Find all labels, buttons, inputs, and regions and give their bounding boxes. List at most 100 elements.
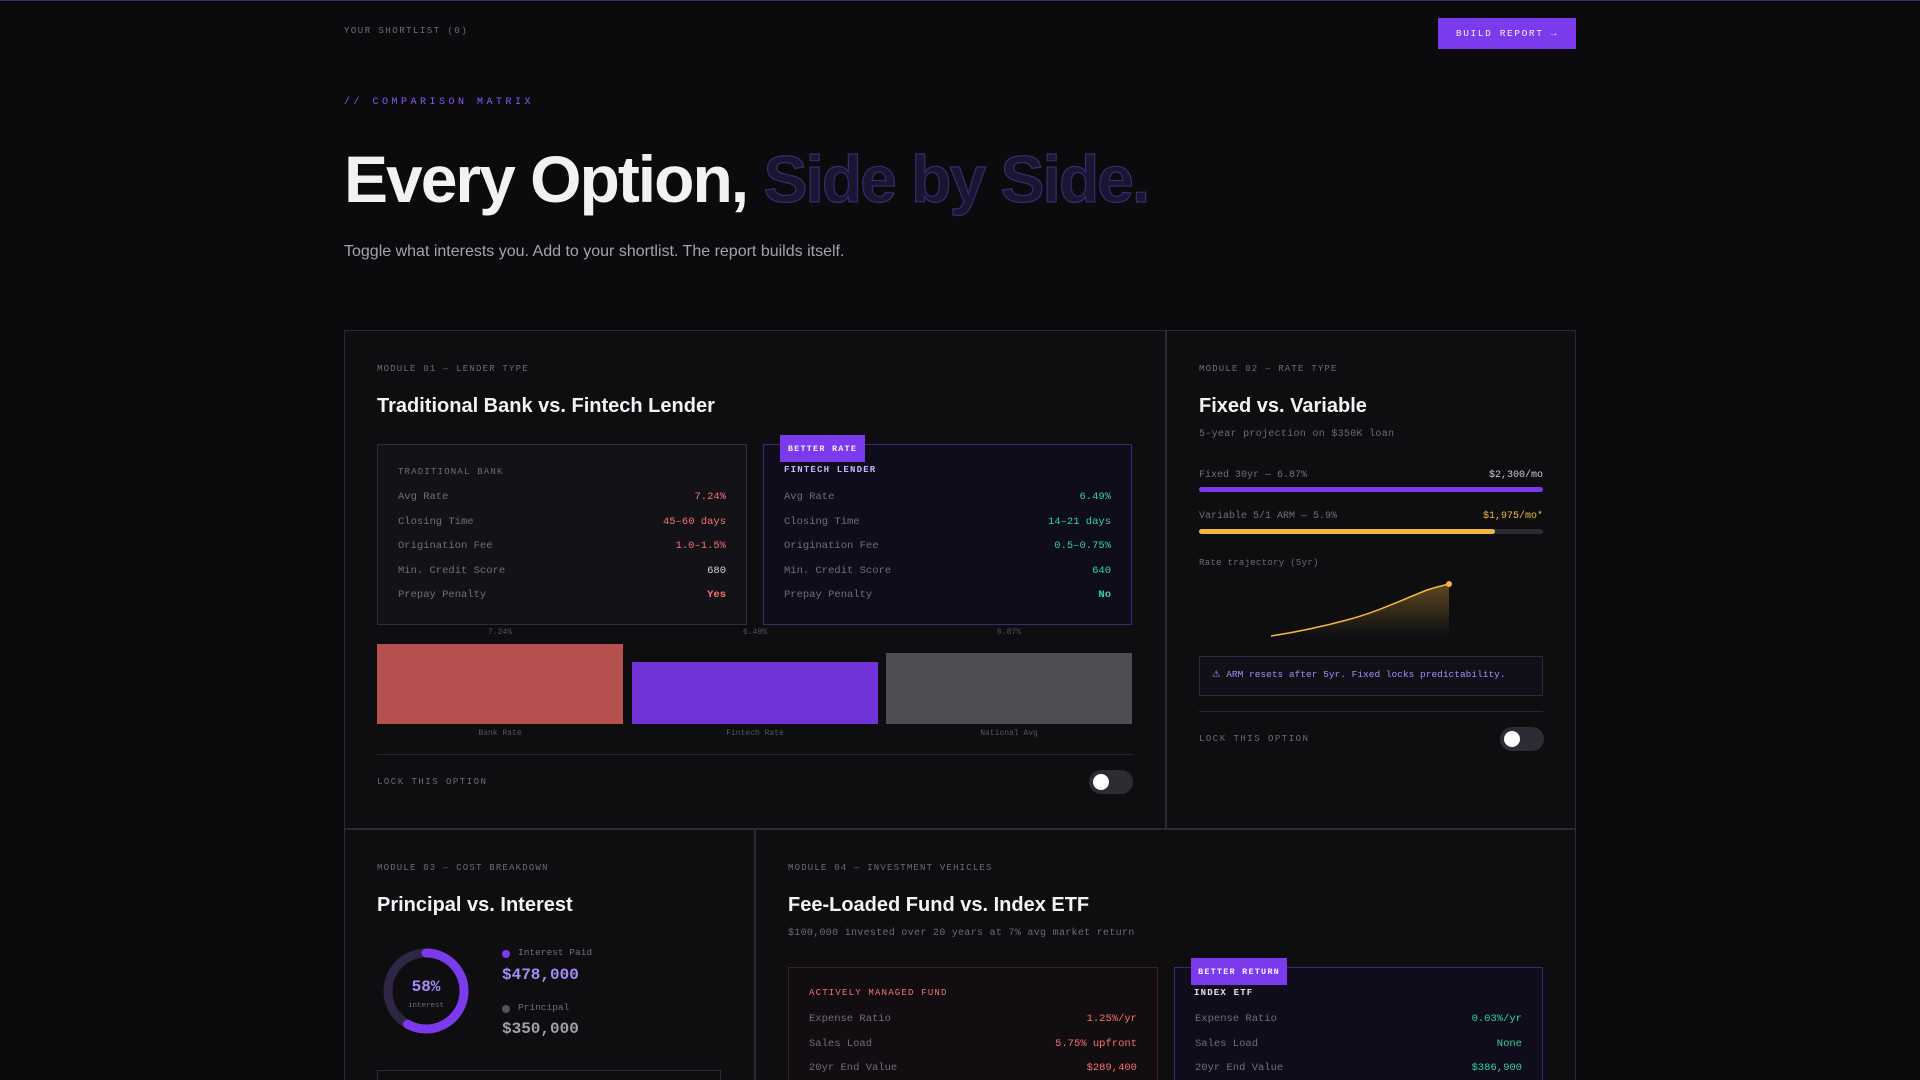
fintech-card-heading: FINTECH LENDER bbox=[784, 465, 877, 475]
module-subtitle: 5-year projection on $350K loan bbox=[1199, 429, 1395, 440]
fintech-card: FINTECH LENDER Avg Rate 6.49% Closing Tim… bbox=[763, 444, 1132, 625]
bank-row: Origination Fee 1.0–1.5% bbox=[398, 540, 726, 556]
page-title: Every Option, Side by Side. bbox=[344, 141, 1151, 217]
row-key: Avg Rate bbox=[784, 491, 835, 503]
interest-value: $478,000 bbox=[502, 966, 579, 984]
etf-row: 20yr End Value $386,900 bbox=[1195, 1062, 1522, 1078]
row-key: Expense Ratio bbox=[1195, 1013, 1277, 1025]
donut-interest-arc bbox=[383, 948, 469, 1034]
variable-value: $1,975/mo* bbox=[1482, 511, 1543, 522]
row-value: Yes bbox=[707, 589, 726, 601]
fund-row: Expense Ratio 1.25%/yr bbox=[809, 1013, 1137, 1029]
row-value: None bbox=[1496, 1038, 1522, 1050]
row-value: 680 bbox=[707, 565, 726, 577]
page-title-ghost: Side by Side. bbox=[763, 141, 1151, 216]
lock-option-label: LOCK THIS OPTION bbox=[1199, 734, 1310, 744]
row-value: 640 bbox=[1092, 565, 1111, 577]
trajectory-label: Rate trajectory (5yr) bbox=[1199, 558, 1319, 568]
bar-national-avg bbox=[886, 653, 1132, 724]
row-value: $386,900 bbox=[1471, 1062, 1522, 1074]
row-key: Origination Fee bbox=[398, 540, 493, 552]
module-label: MODULE 03 — COST BREAKDOWN bbox=[377, 863, 549, 873]
module-title: Traditional Bank vs. Fintech Lender bbox=[377, 395, 715, 417]
bar-value-label: 6.87% bbox=[996, 628, 1021, 637]
fixed-value: $2,300/mo bbox=[1488, 470, 1543, 481]
row-key: Min. Credit Score bbox=[398, 565, 506, 577]
row-key: Avg Rate bbox=[398, 491, 449, 503]
row-key: Expense Ratio bbox=[809, 1013, 891, 1025]
variable-label: Variable 5/1 ARM — 5.9% bbox=[1199, 511, 1338, 522]
top-bar: YOUR SHORTLIST (0) BUILD REPORT → bbox=[344, 18, 1576, 50]
bar-value-label: 7.24% bbox=[487, 628, 512, 637]
module-title: Principal vs. Interest bbox=[377, 894, 573, 916]
module-cost-breakdown: MODULE 03 — COST BREAKDOWN Principal vs.… bbox=[344, 829, 755, 1080]
row-key: 20yr End Value bbox=[809, 1062, 898, 1074]
bank-row: Prepay Penalty Yes bbox=[398, 589, 726, 605]
etf-row: Sales Load None bbox=[1195, 1038, 1522, 1054]
principal-value: $350,000 bbox=[502, 1020, 579, 1038]
row-value: 0.03%/yr bbox=[1471, 1013, 1522, 1025]
section-eyebrow: // COMPARISON MATRIX bbox=[344, 97, 535, 108]
donut-caption: interest bbox=[407, 1002, 444, 1010]
etf-card: INDEX ETF Expense Ratio 0.03%/yr Sales Lo… bbox=[1174, 967, 1543, 1080]
interest-legend-label: Interest Paid bbox=[518, 947, 593, 958]
fintech-row: Origination Fee 0.5–0.75% bbox=[784, 540, 1111, 556]
row-value: 0.5–0.75% bbox=[1054, 540, 1111, 552]
etf-card-heading: INDEX ETF bbox=[1194, 988, 1254, 998]
row-key: Prepay Penalty bbox=[398, 589, 487, 601]
fixed-track bbox=[1199, 487, 1543, 492]
row-value: 6.49% bbox=[1079, 491, 1111, 503]
lock-toggle[interactable] bbox=[1500, 727, 1544, 751]
row-key: 20yr End Value bbox=[1195, 1062, 1284, 1074]
toggle-knob bbox=[1093, 774, 1109, 790]
row-value: No bbox=[1098, 589, 1111, 601]
toggle-knob bbox=[1504, 731, 1520, 747]
module-label: MODULE 01 — LENDER TYPE bbox=[377, 364, 529, 374]
divider bbox=[377, 754, 1133, 755]
fund-row: 20yr End Value $289,400 bbox=[809, 1062, 1137, 1078]
fintech-row: Prepay Penalty No bbox=[784, 589, 1111, 605]
fund-card-heading: ACTIVELY MANAGED FUND bbox=[809, 988, 948, 998]
better-return-badge: BETTER RETURN bbox=[1191, 958, 1287, 985]
module-label: MODULE 02 — RATE TYPE bbox=[1199, 364, 1338, 374]
row-value: 1.0–1.5% bbox=[675, 540, 726, 552]
row-value: 1.25%/yr bbox=[1086, 1013, 1137, 1025]
bar-category-label: National Avg bbox=[980, 729, 1038, 738]
principal-legend-label: Principal bbox=[518, 1002, 570, 1013]
bar-category-label: Bank Rate bbox=[478, 729, 522, 738]
shortlist-counter[interactable]: YOUR SHORTLIST (0) bbox=[344, 26, 469, 36]
bar-bank-rate bbox=[377, 644, 623, 724]
etf-row: Expense Ratio 0.03%/yr bbox=[1195, 1013, 1522, 1029]
bank-card-heading: TRADITIONAL BANK bbox=[398, 467, 504, 477]
fintech-row: Closing Time 14–21 days bbox=[784, 516, 1111, 532]
bar-fintech-rate bbox=[632, 662, 878, 724]
fund-row: Sales Load 5.75% upfront bbox=[809, 1038, 1137, 1054]
divider bbox=[1199, 711, 1543, 712]
module-title: Fixed vs. Variable bbox=[1199, 395, 1367, 417]
bank-row: Closing Time 45–60 days bbox=[398, 516, 726, 532]
principal-legend-dot bbox=[502, 1005, 510, 1013]
module-rate-type: MODULE 02 — RATE TYPE Fixed vs. Variable… bbox=[1166, 330, 1576, 829]
variable-track bbox=[1199, 529, 1543, 534]
row-value: 45–60 days bbox=[662, 516, 726, 528]
module-subtitle: $100,000 invested over 20 years at 7% av… bbox=[788, 928, 1135, 939]
row-key: Closing Time bbox=[784, 516, 860, 528]
variable-fill bbox=[1199, 529, 1495, 534]
row-key: Closing Time bbox=[398, 516, 474, 528]
breakdown-panel bbox=[377, 1070, 721, 1080]
row-value: 7.24% bbox=[694, 491, 726, 503]
row-key: Origination Fee bbox=[784, 540, 879, 552]
fintech-row: Avg Rate 6.49% bbox=[784, 491, 1111, 507]
row-key: Min. Credit Score bbox=[784, 565, 892, 577]
interest-donut-chart bbox=[383, 948, 469, 1034]
row-key: Sales Load bbox=[809, 1038, 873, 1050]
fixed-label: Fixed 30yr — 6.87% bbox=[1199, 470, 1308, 481]
module-investment-vehicles: MODULE 04 — INVESTMENT VEHICLES Fee-Load… bbox=[755, 829, 1576, 1080]
rate-trajectory-sparkline bbox=[1270, 581, 1452, 637]
build-report-button[interactable]: BUILD REPORT → bbox=[1438, 18, 1576, 49]
module-label: MODULE 04 — INVESTMENT VEHICLES bbox=[788, 863, 993, 873]
row-value: 14–21 days bbox=[1047, 516, 1111, 528]
arm-warning-note: ⚠ ARM resets after 5yr. Fixed locks pred… bbox=[1199, 656, 1543, 696]
lock-toggle[interactable] bbox=[1089, 770, 1133, 794]
row-value: $289,400 bbox=[1086, 1062, 1137, 1074]
